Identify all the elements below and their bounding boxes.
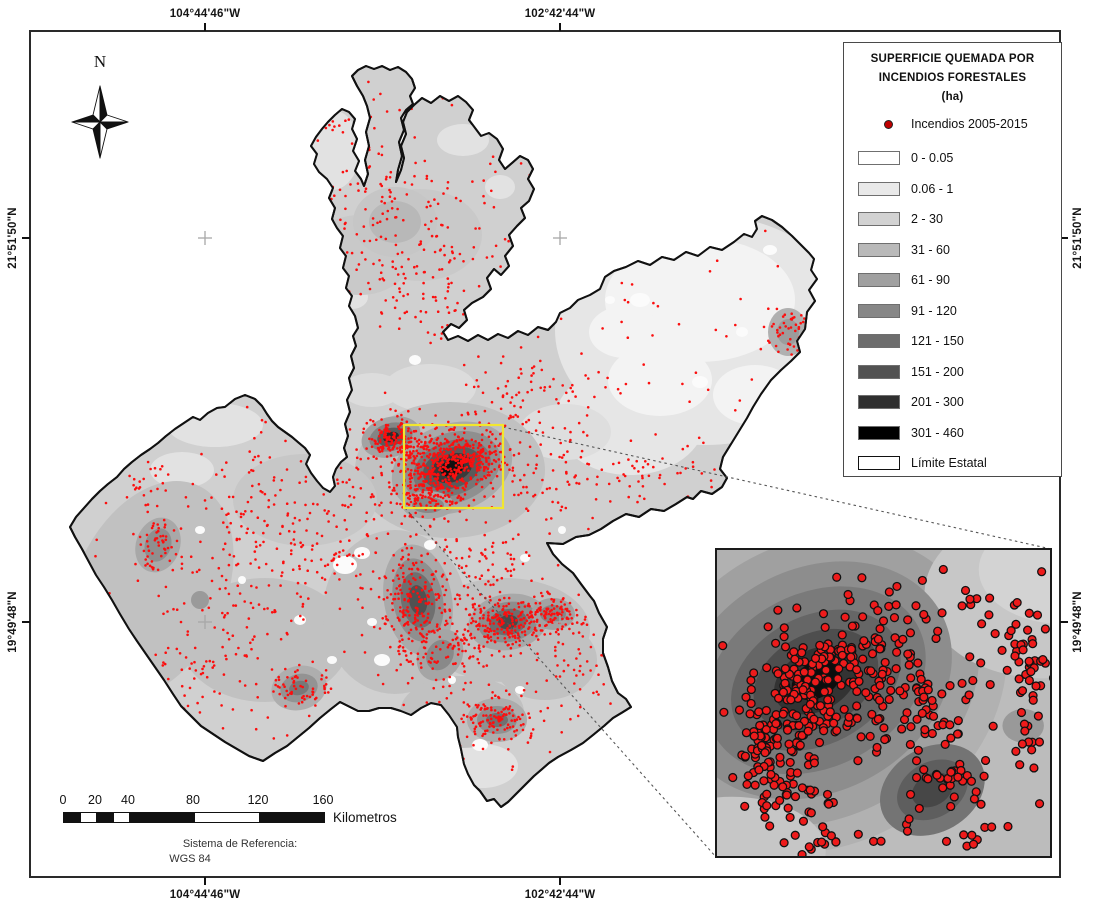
class-label-1: 0.06 - 1 [911, 181, 954, 196]
class-label-2: 2 - 30 [911, 212, 943, 227]
class-swatch-2 [858, 212, 900, 227]
class-label-8: 201 - 300 [911, 395, 964, 410]
limite-estatal-label: Límite Estatal [911, 456, 987, 471]
legend-class-row: 0.06 - 1 [844, 174, 1061, 205]
scale-tick-80: 80 [186, 793, 200, 807]
class-label-5: 91 - 120 [911, 303, 957, 318]
scale-tick-40: 40 [121, 793, 135, 807]
legend-class-row: 31 - 60 [844, 235, 1061, 266]
coord-label-left-south: 19°49'48"N [7, 591, 19, 653]
limite-estatal-swatch [858, 456, 900, 471]
inset-map [715, 548, 1052, 858]
class-swatch-6 [858, 334, 900, 349]
scale-tick-20: 20 [88, 793, 102, 807]
scale-tick-160: 160 [312, 793, 334, 807]
legend-boundary-row: Límite Estatal [844, 448, 1061, 479]
graticule-ticks [22, 23, 1068, 885]
inset-leader-lines [404, 426, 1052, 858]
scale-tick-0: 0 [59, 793, 67, 807]
legend-class-row: 121 - 150 [844, 326, 1061, 357]
legend-class-row: 0 - 0.05 [844, 143, 1061, 174]
north-arrow-label: N [93, 52, 107, 71]
fire-points-layer [81, 69, 817, 790]
class-swatch-8 [858, 395, 900, 410]
coord-label-bottom-east: 102°42'44"W [524, 889, 596, 901]
inset-fire-points-layer [718, 564, 1050, 856]
class-label-0: 0 - 0.05 [911, 151, 954, 166]
coord-label-top-east: 102°42'44"W [524, 8, 596, 20]
legend-class-row: 201 - 300 [844, 387, 1061, 418]
inset-map-svg [717, 550, 1050, 856]
legend-class-row: 91 - 120 [844, 296, 1061, 327]
class-swatch-4 [858, 273, 900, 288]
extent-indicator-box [402, 423, 505, 510]
scale-unit-label: Kilometros [333, 810, 397, 825]
legend-item-incendios: Incendios 2005-2015 [844, 111, 1061, 137]
graticule-crosses [198, 231, 567, 629]
incendios-point-icon [884, 119, 893, 129]
class-label-9: 301 - 460 [911, 425, 964, 440]
class-label-7: 151 - 200 [911, 364, 964, 379]
scale-bar: 0 20 40 80 120 160 Kilometros Sistema de… [59, 793, 483, 865]
legend-title-line3: (ha) [941, 91, 964, 103]
class-swatch-7 [858, 364, 900, 379]
coord-label-right-south: 19°49'48"N [1072, 591, 1084, 653]
class-label-6: 121 - 150 [911, 334, 964, 349]
coord-label-top-west: 104°44'46"W [169, 8, 241, 20]
legend: SUPERFICIE QUEMADA POR INCENDIOS FORESTA… [843, 42, 1062, 477]
class-swatch-5 [858, 303, 900, 318]
class-label-3: 31 - 60 [911, 242, 950, 257]
legend-class-row: 151 - 200 [844, 357, 1061, 388]
class-swatch-0 [858, 151, 900, 166]
class-swatch-3 [858, 242, 900, 257]
north-arrow-icon [71, 85, 129, 159]
coord-label-bottom-west: 104°44'46"W [169, 889, 241, 901]
legend-title: SUPERFICIE QUEMADA POR INCENDIOS FORESTA… [844, 50, 1061, 107]
reference-datum-label: WGS 84 [169, 853, 211, 865]
scale-tick-120: 120 [247, 793, 269, 807]
reference-system-label: Sistema de Referencia: [182, 838, 298, 850]
legend-title-line2: INCENDIOS FORESTALES [878, 72, 1027, 84]
incendios-label: Incendios 2005-2015 [911, 117, 1028, 131]
class-label-4: 61 - 90 [911, 273, 950, 288]
coord-label-right-north: 21°51'50"N [1072, 207, 1084, 269]
class-swatch-9 [858, 425, 900, 440]
class-swatch-1 [858, 181, 900, 196]
legend-class-row: 2 - 30 [844, 204, 1061, 235]
legend-title-line1: SUPERFICIE QUEMADA POR [870, 53, 1035, 65]
scale-bar-segments [63, 812, 325, 823]
legend-class-row: 61 - 90 [844, 265, 1061, 296]
coord-label-left-north: 21°51'50"N [7, 207, 19, 269]
legend-class-row: 301 - 460 [844, 418, 1061, 449]
